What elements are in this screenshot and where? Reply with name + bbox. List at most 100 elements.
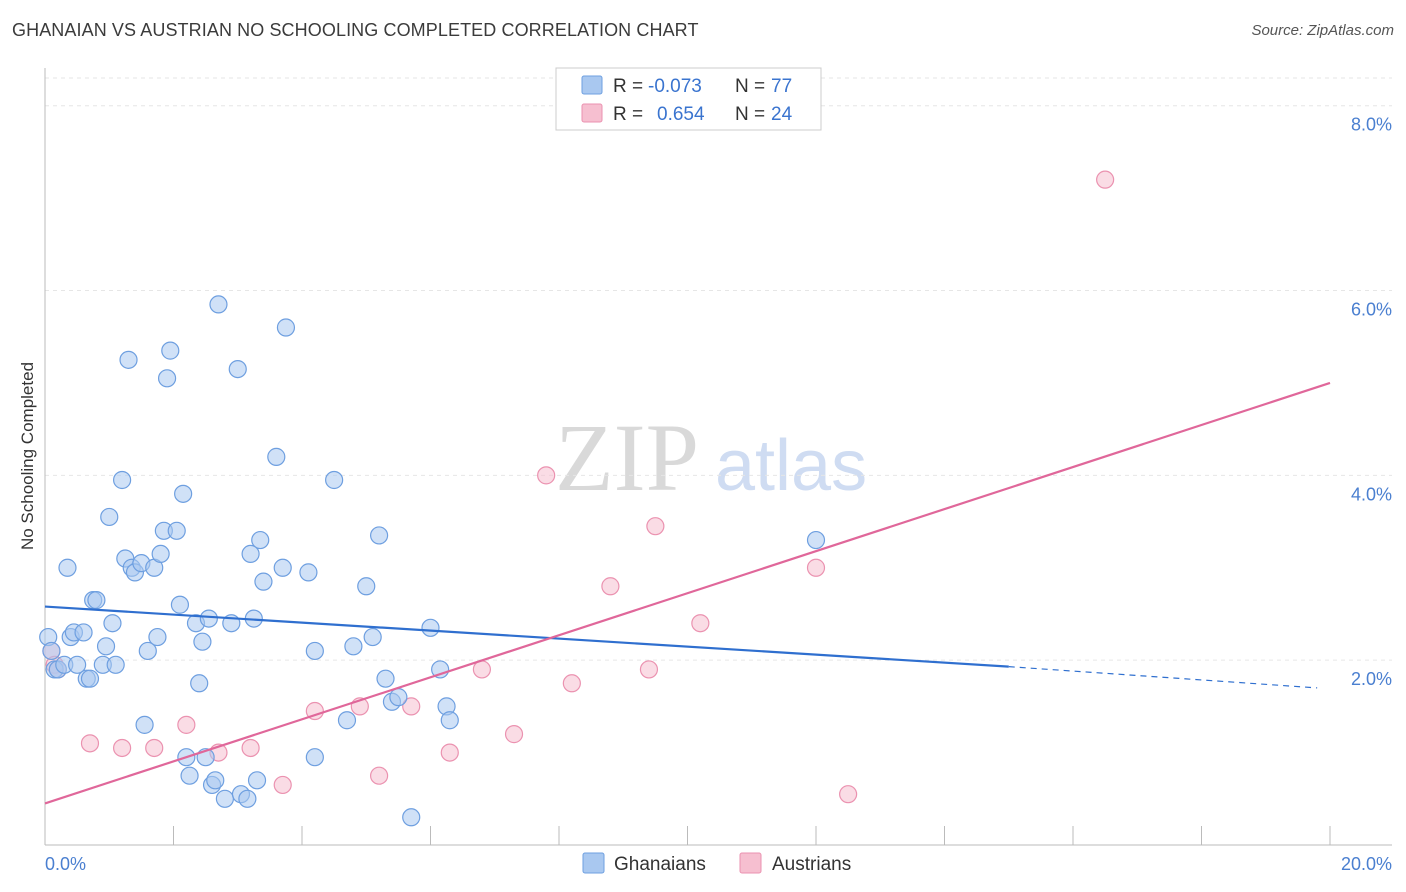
legend-swatch-austrians (581, 103, 603, 123)
ghanaians-point-1 (42, 641, 61, 661)
ghanaians-point-46 (215, 789, 234, 808)
bottom-legend-austrians: Austrians (772, 854, 851, 875)
austrians-point-23 (806, 558, 826, 577)
ghanaians-points (39, 295, 826, 827)
legend-r-value-austrians: 0.654 (657, 104, 705, 125)
ghanaians-point-28 (148, 627, 167, 647)
ghanaians-point-33 (167, 521, 186, 540)
austrians-point-24 (839, 785, 858, 804)
ghanaians-point-64 (344, 637, 363, 656)
ghanaians-point-16 (100, 507, 119, 527)
austrians-point-25 (1096, 170, 1115, 189)
ghanaians-point-31 (157, 369, 177, 388)
bottom-legend-swatch-ghanaians (582, 852, 605, 874)
watermark-atlas: atlas (715, 426, 867, 506)
legend-n-value-austrians: 24 (771, 104, 793, 125)
ghanaians-point-26 (138, 641, 157, 661)
ghanaians-point-67 (370, 526, 389, 545)
ghanaians-point-39 (190, 674, 209, 693)
austrians-point-19 (601, 577, 620, 596)
ghanaians-point-57 (273, 558, 292, 577)
legend-r-label-austrians: R = (613, 104, 643, 125)
austrians-trend-line (44, 381, 1331, 805)
ghanaians-point-19 (112, 470, 132, 490)
austrians-point-10 (305, 701, 324, 721)
source-label: Source: ZipAtlas.com (1251, 22, 1394, 39)
ghanaians-point-66 (363, 627, 382, 647)
austrians-point-18 (562, 674, 581, 693)
ghanaians-trend-extension (1008, 666, 1318, 689)
austrians-point-21 (646, 517, 665, 536)
x-tick-marks (44, 826, 1331, 845)
y-tick-label-8: 8.0% (1351, 115, 1392, 135)
austrians-point-6 (177, 715, 196, 734)
ghanaians-point-53 (247, 771, 267, 790)
ghanaians-point-37 (180, 766, 199, 785)
ghanaians-point-44 (206, 771, 225, 790)
ghanaians-point-9 (74, 623, 93, 642)
x-tick-label-min: 0.0% (45, 854, 86, 874)
legend-n-label-ghanaians: N = (735, 76, 765, 97)
ghanaians-point-56 (267, 447, 286, 466)
austrians-point-17 (537, 466, 556, 485)
y-tick-labels: 2.0% 4.0% 6.0% 8.0% (1351, 115, 1392, 689)
trend-lines (44, 381, 1331, 805)
y-tick-label-2: 2.0% (1351, 669, 1392, 689)
ghanaians-point-55 (254, 572, 273, 591)
series-legend: Ghanaians Austrians (582, 852, 851, 875)
ghanaians-point-21 (119, 350, 138, 369)
watermark-zip: ZIP (555, 404, 699, 511)
grid-lines (45, 77, 1392, 661)
ghanaians-point-32 (161, 341, 180, 360)
correlation-legend: R = -0.073 N = 77 R = 0.654 N = 24 (555, 67, 822, 131)
bottom-legend-swatch-austrians (739, 852, 762, 874)
ghanaians-point-50 (238, 789, 257, 808)
bottom-legend-ghanaians: Ghanaians (614, 854, 706, 875)
ghanaians-point-5 (58, 558, 77, 577)
austrians-point-4 (112, 738, 132, 758)
ghanaians-point-70 (389, 688, 408, 707)
ghanaians-point-65 (357, 577, 376, 596)
ghanaians-point-58 (276, 318, 296, 337)
ghanaians-point-42 (199, 609, 218, 628)
ghanaians-point-54 (251, 530, 270, 550)
austrians-point-8 (241, 738, 260, 758)
austrians-point-9 (273, 775, 292, 795)
austrians-point-5 (145, 738, 164, 758)
ghanaians-point-60 (305, 641, 324, 661)
ghanaians-point-76 (806, 530, 826, 550)
austrians-point-22 (691, 614, 710, 633)
ghanaians-point-17 (103, 614, 122, 633)
legend-r-value-ghanaians: -0.073 (648, 76, 702, 97)
ghanaians-point-18 (106, 655, 125, 674)
austrians-point-12 (370, 766, 389, 785)
ghanaians-trend-line (44, 605, 1009, 668)
legend-n-value-ghanaians: 77 (771, 76, 792, 97)
y-tick-label-4: 4.0% (1351, 484, 1392, 504)
ghanaians-point-13 (87, 591, 106, 610)
axes (44, 68, 1392, 846)
legend-r-label-ghanaians: R = (613, 76, 643, 97)
ghanaians-point-35 (174, 484, 193, 503)
ghanaians-point-40 (193, 632, 212, 651)
chart-title: GHANAIAN VS AUSTRIAN NO SCHOOLING COMPLE… (12, 20, 699, 40)
ghanaians-point-45 (209, 295, 228, 314)
ghanaians-point-63 (337, 711, 357, 730)
ghanaians-point-72 (421, 618, 440, 637)
ghanaians-point-59 (299, 563, 318, 582)
austrians-point-14 (440, 743, 459, 762)
y-tick-label-6: 6.0% (1351, 300, 1392, 320)
austrians-point-13 (402, 697, 421, 716)
ghanaians-point-71 (402, 808, 421, 827)
ghanaians-point-34 (170, 595, 190, 614)
y-axis-title: No Schooling Completed (18, 362, 37, 550)
ghanaians-point-62 (325, 470, 344, 490)
ghanaians-point-8 (68, 655, 87, 674)
x-tick-label-max: 20.0% (1341, 854, 1392, 874)
austrians-point-16 (504, 725, 524, 744)
ghanaians-point-51 (241, 544, 260, 564)
ghanaians-point-25 (135, 715, 154, 734)
legend-swatch-ghanaians (581, 75, 603, 95)
ghanaians-point-48 (228, 359, 247, 379)
